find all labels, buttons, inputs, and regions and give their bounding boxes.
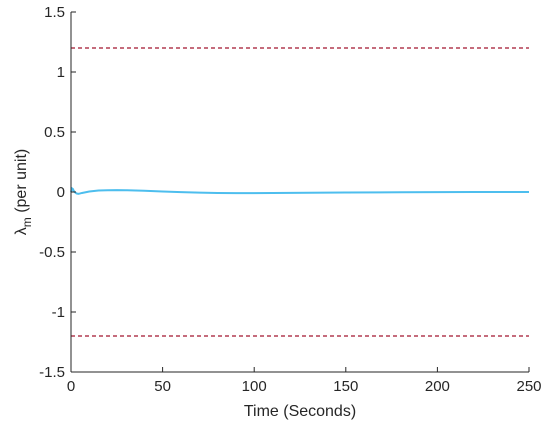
tick-group: 0 50 100 150 200 250 -1.5 -1 -0.5 0 0.5 1 1.5 bbox=[39, 4, 541, 395]
y-tick-label: -0.5 bbox=[39, 244, 65, 261]
y-tick-label: 1.5 bbox=[44, 4, 65, 21]
series-line-0 bbox=[70, 186, 529, 195]
y-axis-label-subscript: m bbox=[20, 217, 34, 227]
y-tick-label: -1 bbox=[52, 304, 65, 321]
y-tick-label: -1.5 bbox=[39, 364, 65, 381]
x-tick-label: 250 bbox=[516, 378, 541, 395]
y-axis-label-symbol: λ bbox=[13, 227, 30, 235]
y-axis-label: λm (per unit) bbox=[13, 149, 34, 235]
x-tick-label: 150 bbox=[333, 378, 358, 395]
x-tick-label: 200 bbox=[425, 378, 450, 395]
y-axis-label-rest: (per unit) bbox=[13, 149, 30, 217]
x-axis-label: Time (Seconds) bbox=[244, 403, 356, 420]
x-tick-label: 50 bbox=[154, 378, 171, 395]
y-tick-label: 0 bbox=[57, 184, 65, 201]
x-tick-label: 100 bbox=[242, 378, 267, 395]
x-tick-label: 0 bbox=[67, 378, 75, 395]
series-group bbox=[70, 47, 529, 337]
y-tick-label: 1 bbox=[57, 64, 65, 81]
y-tick-label: 0.5 bbox=[44, 124, 65, 141]
